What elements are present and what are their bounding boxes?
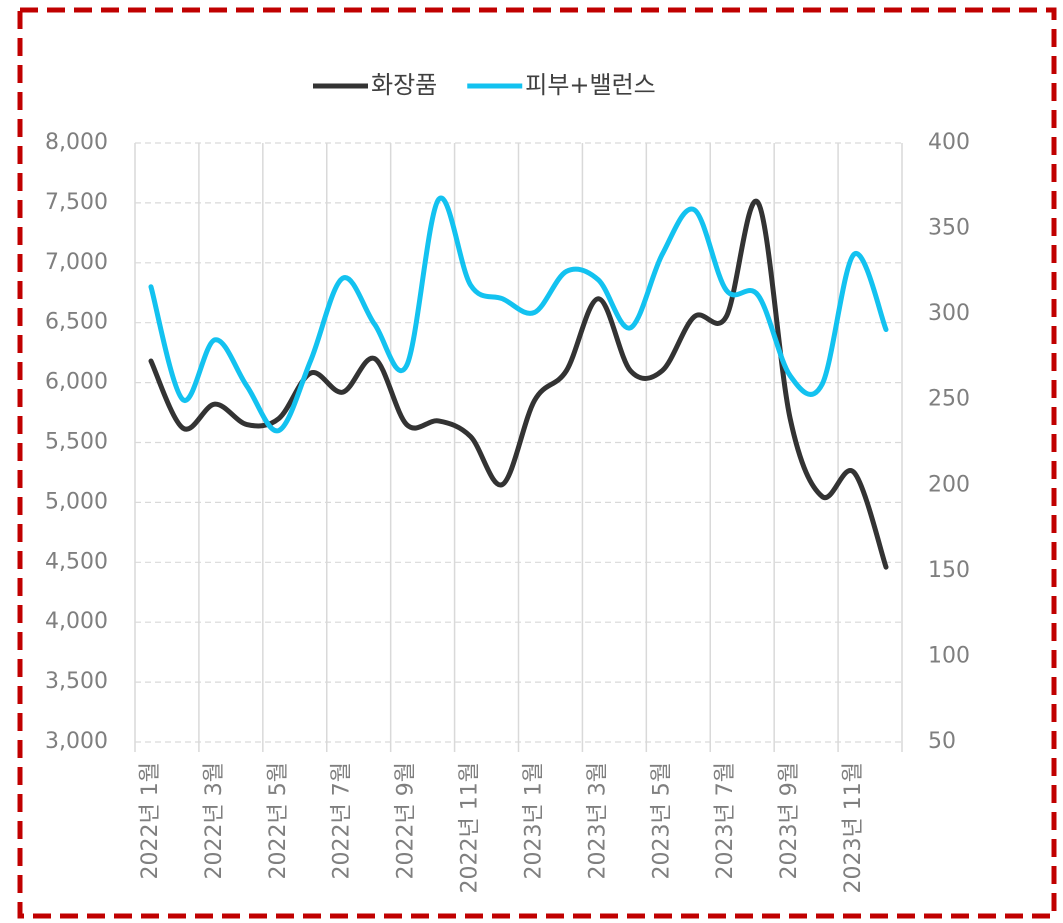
- y2-tick-label: 400: [928, 130, 970, 155]
- x-tick-label: 2023년 9월: [777, 762, 802, 879]
- y-tick-label: 8,000: [45, 130, 108, 155]
- y-tick-label: 5,500: [45, 430, 108, 455]
- y2-tick-label: 300: [928, 301, 970, 326]
- series-line: [148, 198, 889, 570]
- frame-border: [17, 7, 1057, 919]
- legend-label: 피부+밸런스: [525, 71, 656, 99]
- y2-tick-label: 350: [928, 216, 970, 241]
- y-tick-label: 7,000: [45, 250, 108, 275]
- y-tick-label: 3,000: [45, 729, 108, 754]
- y2-tick-label: 150: [928, 558, 970, 583]
- y2-tick-label: 200: [928, 472, 970, 497]
- y-tick-label: 4,500: [45, 549, 108, 574]
- y2-tick-label: 250: [928, 387, 970, 412]
- y-tick-label: 6,500: [45, 310, 108, 335]
- y2-tick-label: 100: [928, 643, 970, 668]
- x-tick-label: 2023년 5월: [649, 762, 674, 879]
- x-tick-label: 2022년 3월: [202, 762, 227, 879]
- x-tick-label: 2023년 7월: [713, 762, 738, 879]
- x-tick-label: 2023년 11월: [841, 762, 866, 893]
- y-tick-label: 7,500: [45, 190, 108, 215]
- y-tick-label: 4,000: [45, 609, 108, 634]
- x-tick-label: 2022년 1월: [138, 762, 163, 879]
- x-tick-label: 2023년 3월: [585, 762, 610, 879]
- y-tick-label: 6,000: [45, 370, 108, 395]
- y2-tick-label: 50: [928, 729, 956, 754]
- x-tick-label: 2022년 7월: [330, 762, 355, 879]
- legend: 화장품 피부+밸런스: [313, 71, 656, 99]
- x-tick-label: 2022년 11월: [458, 762, 483, 893]
- x-tick-label: 2023년 1월: [521, 762, 546, 879]
- y-tick-label: 5,000: [45, 489, 108, 514]
- legend-label: 화장품: [371, 71, 437, 99]
- y-tick-label: 3,500: [45, 669, 108, 694]
- x-tick-label: 2022년 9월: [394, 762, 419, 879]
- x-tick-label: 2022년 5월: [266, 762, 291, 879]
- series-line: [148, 195, 889, 434]
